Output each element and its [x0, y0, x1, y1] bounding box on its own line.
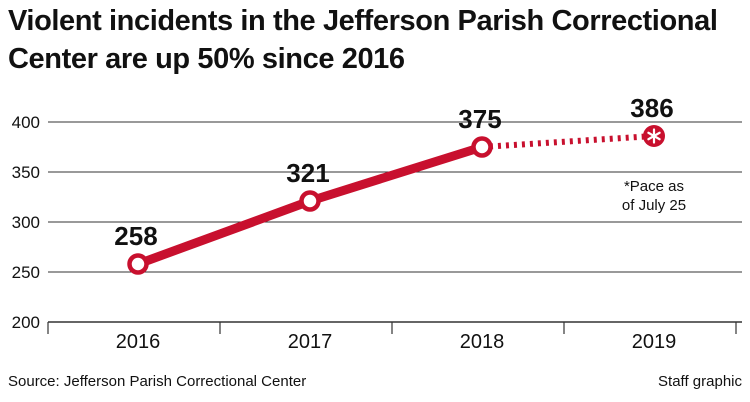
annotation-line: of July 25 — [622, 197, 686, 214]
data-series — [127, 125, 665, 275]
data-label: 386 — [630, 93, 673, 123]
y-tick-label: 250 — [12, 263, 40, 282]
x-tick-label: 2016 — [116, 331, 161, 353]
y-tick-label: 350 — [12, 163, 40, 182]
series-line-projected — [481, 133, 655, 150]
data-point-marker — [471, 136, 493, 158]
data-label: 321 — [286, 158, 329, 188]
y-tick-label: 400 — [12, 113, 40, 132]
data-point-marker — [299, 190, 321, 212]
asterisk-stroke — [647, 131, 661, 141]
x-tick-label: 2018 — [460, 331, 505, 353]
data-label: 375 — [458, 104, 501, 134]
data-point-marker — [127, 253, 149, 275]
annotation: *Pace as of July 25 — [622, 178, 686, 214]
x-axis: 2016 2017 2018 2019 — [47, 322, 737, 353]
y-tick-label: 200 — [12, 313, 40, 332]
x-tick-label: 2017 — [288, 331, 333, 353]
source-note: Source: Jefferson Parish Correctional Ce… — [8, 373, 307, 390]
data-label: 258 — [114, 221, 157, 251]
chart-title: Violent incidents in the Jefferson Paris… — [8, 5, 718, 75]
y-tick-label: 300 — [12, 213, 40, 232]
data-labels: 258 321 375 386 — [114, 93, 673, 251]
gridlines: 400 350 300 250 200 — [12, 113, 742, 332]
staff-credit: Staff graphic — [658, 373, 742, 390]
x-tick-label: 2019 — [632, 331, 677, 353]
annotation-line: *Pace as — [624, 178, 684, 195]
